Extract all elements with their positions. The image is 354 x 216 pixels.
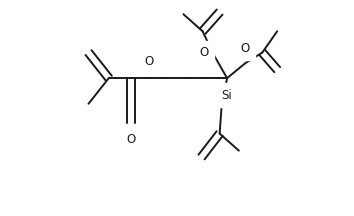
Text: Si: Si <box>222 89 233 102</box>
Text: O: O <box>126 133 136 146</box>
Text: O: O <box>229 95 238 108</box>
Text: O: O <box>241 42 250 55</box>
Text: O: O <box>199 46 209 59</box>
Text: O: O <box>145 55 154 68</box>
